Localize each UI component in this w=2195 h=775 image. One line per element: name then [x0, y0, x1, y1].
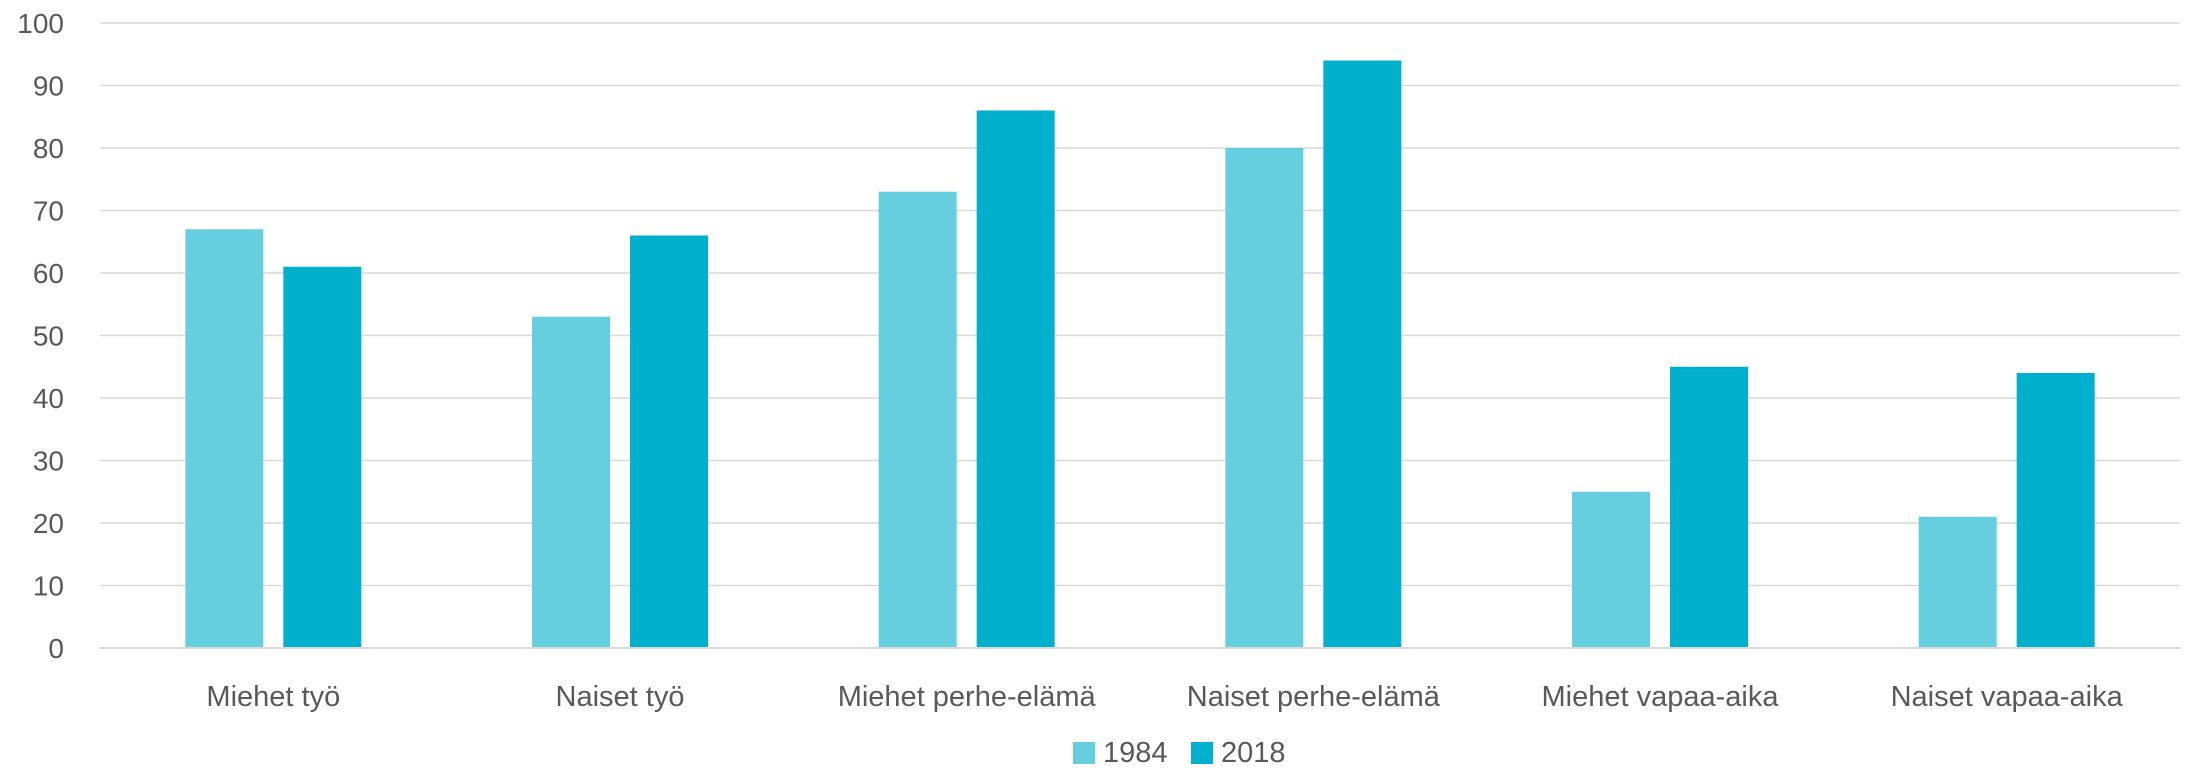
- y-tick-label: 50: [33, 321, 64, 352]
- bar-1984-2: [878, 191, 957, 648]
- x-tick-label: Naiset perhe-elämä: [1187, 681, 1441, 713]
- legend-label: 2018: [1221, 737, 1286, 769]
- y-tick-label: 40: [33, 383, 64, 414]
- legend-swatch-2018: [1191, 742, 1213, 764]
- x-tick-label: Miehet vapaa-aika: [1542, 681, 1780, 713]
- y-tick-label: 10: [33, 571, 64, 602]
- bar-1984-4: [1572, 491, 1650, 648]
- y-tick-label: 70: [33, 196, 64, 227]
- bar-1984-0: [185, 229, 264, 648]
- y-tick-label: 30: [33, 446, 64, 477]
- y-tick-label: 80: [33, 133, 64, 164]
- bar-2018-2: [976, 110, 1055, 648]
- x-tick-label: Naiset vapaa-aika: [1891, 681, 2124, 713]
- y-tick-label: 100: [17, 8, 64, 39]
- bar-2018-4: [1670, 366, 1748, 648]
- y-tick-label: 20: [33, 508, 64, 539]
- bar-1984-1: [532, 316, 610, 648]
- bar-2018-5: [2016, 373, 2095, 648]
- x-tick-label: Miehet perhe-elämä: [838, 681, 1097, 713]
- y-tick-label: 90: [33, 71, 64, 102]
- y-axis-ticks: 0 10 20 30 40 50 60 70 80 90 100: [17, 8, 64, 664]
- x-axis-categories: Miehet työ Naiset työ Miehet perhe-elämä Na…: [206, 681, 2123, 713]
- bar-2018-0: [283, 266, 362, 648]
- y-tick-label: 0: [48, 633, 64, 664]
- x-tick-label: Miehet työ: [206, 681, 340, 713]
- bar-2018-1: [630, 235, 708, 648]
- legend-label: 1984: [1103, 737, 1168, 769]
- legend: 1984 2018: [1073, 737, 1286, 769]
- y-tick-label: 60: [33, 258, 64, 289]
- bar-1984-5: [1918, 516, 1997, 648]
- bar-1984-3: [1225, 148, 1304, 648]
- x-tick-label: Naiset työ: [556, 681, 685, 713]
- legend-swatch-1984: [1073, 742, 1095, 764]
- gridlines: [100, 22, 2180, 587]
- bars: [185, 60, 2095, 648]
- bar-2018-3: [1323, 60, 1402, 648]
